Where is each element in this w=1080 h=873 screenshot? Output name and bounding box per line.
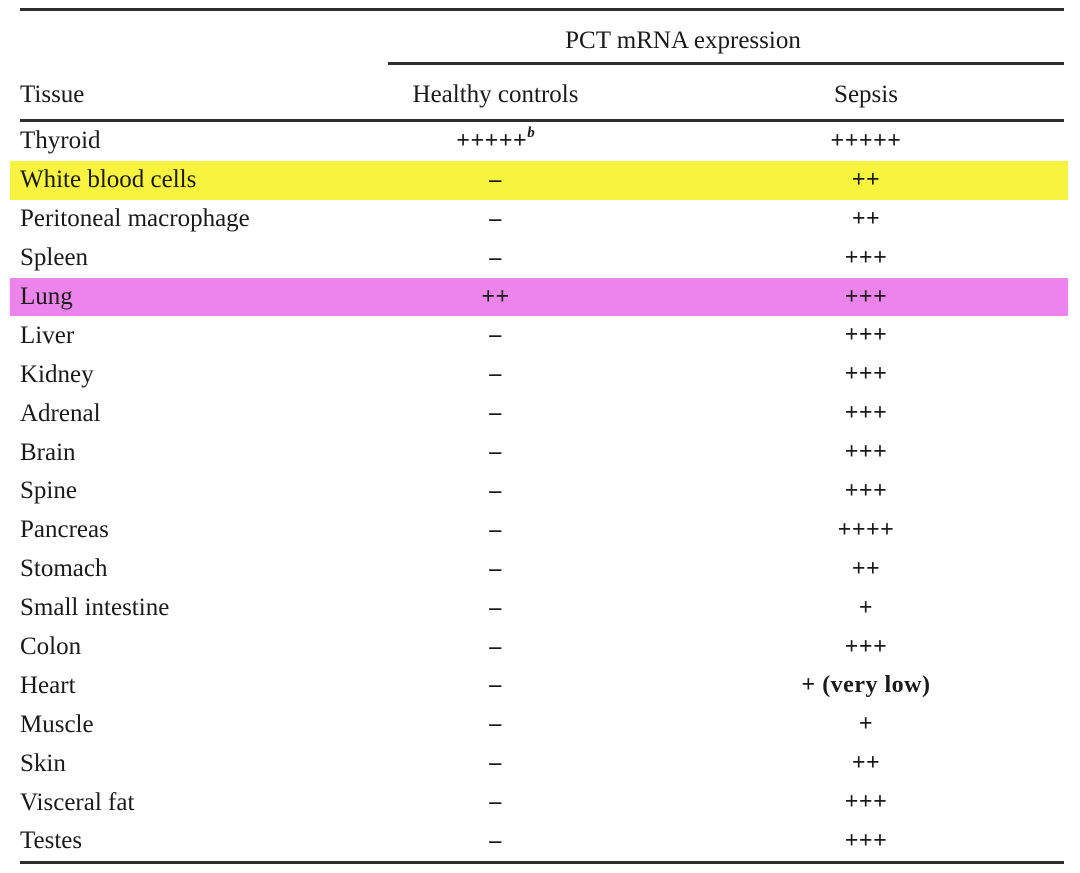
tissue-cell: Muscle	[20, 710, 94, 738]
header-row: Tissue Healthy controls Sepsis	[10, 65, 1068, 119]
table-row: Peritoneal macrophage – ++	[10, 200, 1068, 239]
bottom-rule	[20, 860, 1064, 864]
table-row: Colon – +++	[10, 628, 1068, 667]
healthy-controls-cell: –	[489, 166, 502, 193]
tissue-cell: Pancreas	[20, 516, 109, 544]
healthy-controls-cell: –	[489, 555, 502, 582]
healthy-controls-cell: ++	[481, 283, 510, 310]
healthy-controls-cell: –	[489, 322, 502, 349]
healthy-controls-cell: –	[489, 594, 502, 621]
tissue-cell: Colon	[20, 633, 82, 661]
sepsis-cell: +++	[844, 633, 888, 660]
tissue-cell: Peritoneal macrophage	[20, 205, 250, 233]
tissue-cell: Heart	[20, 671, 76, 699]
sepsis-cell: ++++	[837, 516, 895, 543]
table-body: Thyroid +++++b +++++ White blood cells –…	[0, 122, 1080, 861]
healthy-controls-cell: +++++b	[456, 125, 535, 155]
sepsis-cell: +++++	[830, 127, 902, 154]
healthy-controls-cell: –	[489, 827, 502, 854]
table-row: Lung ++ +++	[10, 277, 1068, 317]
healthy-controls-cell: –	[489, 633, 502, 660]
top-rule	[20, 8, 1064, 11]
tissue-cell: Kidney	[20, 360, 94, 388]
header-rule	[20, 119, 1064, 122]
table-row: Adrenal – +++	[10, 394, 1068, 433]
tissue-cell: Spleen	[20, 244, 89, 272]
sepsis-cell: +++	[844, 322, 888, 349]
table-row: Thyroid +++++b +++++	[10, 122, 1068, 161]
table-row: White blood cells – ++	[10, 160, 1068, 200]
tissue-cell: Testes	[20, 827, 83, 855]
table-row: Liver – +++	[10, 316, 1068, 355]
sepsis-cell: + (very low)	[801, 672, 931, 699]
spanner-heading: PCT mRNA expression	[565, 27, 801, 54]
table-row: Visceral fat – +++	[10, 783, 1068, 822]
healthy-controls-cell: –	[489, 711, 502, 738]
sepsis-cell: +	[858, 711, 874, 738]
healthy-controls-cell: –	[489, 477, 502, 504]
tissue-cell: Lung	[20, 283, 73, 310]
sepsis-cell: +++	[844, 827, 888, 854]
healthy-controls-cell: –	[489, 750, 502, 777]
healthy-controls-cell: –	[489, 361, 502, 388]
sepsis-cell: +	[858, 594, 874, 621]
sepsis-cell: +++	[844, 283, 888, 310]
sepsis-cell: +++	[844, 789, 888, 816]
sepsis-cell: ++	[851, 750, 881, 777]
col-header-tissue: Tissue	[20, 81, 85, 108]
healthy-controls-cell: –	[489, 672, 502, 699]
table-row: Testes – +++	[10, 822, 1068, 861]
tissue-cell: Liver	[20, 321, 75, 349]
sepsis-cell: ++	[851, 166, 881, 193]
table-row: Stomach – ++	[10, 550, 1068, 589]
healthy-controls-cell: –	[489, 516, 502, 543]
table-row: Small intestine – +	[10, 589, 1068, 628]
tissue-cell: Visceral fat	[20, 788, 135, 816]
table-row: Kidney – +++	[10, 355, 1068, 394]
table-row: Muscle – +	[10, 705, 1068, 744]
healthy-controls-cell: –	[489, 439, 502, 466]
tissue-cell: Stomach	[20, 555, 108, 583]
sepsis-cell: +++	[844, 439, 888, 466]
healthy-controls-cell: –	[489, 789, 502, 816]
tissue-cell: White blood cells	[20, 166, 197, 194]
table-row: Pancreas – ++++	[10, 511, 1068, 550]
tissue-cell: Thyroid	[20, 127, 101, 155]
sepsis-cell: +++	[844, 477, 888, 504]
table-row: Heart – + (very low)	[10, 666, 1068, 705]
footnote-marker: b	[527, 125, 535, 142]
tissue-cell: Spine	[20, 477, 77, 505]
healthy-controls-cell: –	[489, 244, 502, 271]
table-row: Skin – ++	[10, 744, 1068, 783]
healthy-controls-cell: –	[489, 205, 502, 232]
spanner-rule	[388, 62, 1064, 65]
healthy-controls-cell: –	[489, 400, 502, 427]
table-row: Spleen – +++	[10, 239, 1068, 278]
tissue-cell: Brain	[20, 438, 76, 466]
tissue-cell: Adrenal	[20, 399, 101, 427]
table-row: Spine – +++	[10, 472, 1068, 511]
sepsis-cell: ++	[851, 205, 881, 232]
col-header-healthy-controls: Healthy controls	[412, 81, 579, 108]
sepsis-cell: +++	[844, 400, 888, 427]
sepsis-cell: ++	[851, 555, 881, 582]
tissue-cell: Small intestine	[20, 594, 170, 622]
sepsis-cell: +++	[844, 244, 888, 271]
sepsis-cell: +++	[844, 361, 888, 388]
table-row: Brain – +++	[10, 433, 1068, 472]
col-header-sepsis: Sepsis	[834, 81, 898, 108]
tissue-cell: Skin	[20, 749, 66, 777]
